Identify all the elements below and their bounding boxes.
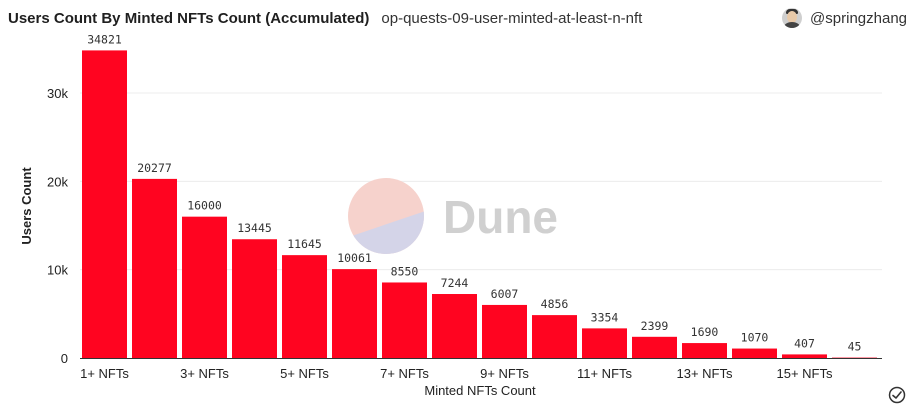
data-label: 45 <box>848 340 862 354</box>
x-tick-label: 1+ NFTs <box>80 366 129 381</box>
data-label: 10061 <box>337 251 372 265</box>
data-label: 8550 <box>391 264 419 278</box>
bar[interactable] <box>132 178 177 358</box>
x-tick-label: 5+ NFTs <box>280 366 329 381</box>
bar[interactable] <box>732 348 777 358</box>
author-name[interactable]: @springzhang <box>810 9 907 27</box>
bar[interactable] <box>82 50 127 359</box>
author[interactable]: @springzhang <box>782 8 907 28</box>
bar[interactable] <box>582 328 627 358</box>
x-tick-label: 13+ NFTs <box>677 366 733 381</box>
y-tick-label: 10k <box>47 263 68 278</box>
y-tick-label: 20k <box>47 174 68 189</box>
y-axis-label: Users Count <box>19 167 34 245</box>
data-label: 1070 <box>741 331 769 345</box>
dune-watermark: Dune <box>348 178 558 254</box>
x-axis: 1+ NFTs 3+ NFTs 5+ NFTs 7+ NFTs 9+ NFTs 11+ N… <box>80 358 882 381</box>
bar[interactable] <box>232 239 277 358</box>
bar[interactable] <box>182 216 227 358</box>
data-label: 6007 <box>491 287 519 301</box>
bar[interactable] <box>432 294 477 358</box>
data-label: 3354 <box>591 310 619 324</box>
query-name[interactable]: op-quests-09-user-minted-at-least-n-nft <box>381 9 643 27</box>
x-tick-label: 9+ NFTs <box>480 366 529 381</box>
data-labels: 34821 20277 16000 13445 11645 10061 8550 7244 60… <box>87 32 861 353</box>
y-tick-label: 30k <box>47 86 68 101</box>
bar[interactable] <box>632 336 677 358</box>
user-avatar <box>782 8 803 28</box>
bar[interactable] <box>382 282 427 358</box>
bar[interactable] <box>282 255 327 358</box>
bar[interactable] <box>332 269 377 358</box>
bar[interactable] <box>782 354 827 358</box>
data-label: 34821 <box>87 32 122 46</box>
x-tick-label: 15+ NFTs <box>777 366 833 381</box>
bar[interactable] <box>532 315 577 358</box>
data-label: 1690 <box>691 325 719 339</box>
bar[interactable] <box>482 304 527 358</box>
data-label: 2399 <box>641 319 669 333</box>
bar[interactable] <box>832 357 877 359</box>
data-label: 11645 <box>287 237 322 251</box>
chart-header: Users Count By Minted NFTs Count (Accumu… <box>8 6 907 30</box>
bar[interactable] <box>682 343 727 358</box>
x-tick-label: 3+ NFTs <box>180 366 229 381</box>
data-label: 7244 <box>441 276 469 290</box>
y-axis: 0 10k 20k 30k <box>47 86 68 366</box>
data-label: 20277 <box>137 161 172 175</box>
data-label: 407 <box>794 336 815 350</box>
x-tick-label: 11+ NFTs <box>577 366 633 381</box>
data-label: 16000 <box>187 199 222 213</box>
bar-chart: Dune 34821 20277 16000 13445 11645 10061 8550 7… <box>19 32 882 398</box>
data-label: 4856 <box>541 297 569 311</box>
x-tick-label: 7+ NFTs <box>380 366 429 381</box>
data-label: 13445 <box>237 221 272 235</box>
x-axis-label: Minted NFTs Count <box>424 383 536 398</box>
check-circle-icon[interactable] <box>888 386 906 404</box>
bars <box>82 50 877 359</box>
watermark-text: Dune <box>443 191 558 243</box>
chart-title: Users Count By Minted NFTs Count (Accumu… <box>8 9 370 27</box>
y-tick-label: 0 <box>61 351 68 366</box>
